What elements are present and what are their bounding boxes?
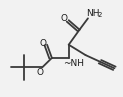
Text: O: O xyxy=(60,14,67,23)
Text: NH: NH xyxy=(86,9,100,18)
Text: O: O xyxy=(40,39,47,48)
Text: O: O xyxy=(36,68,43,77)
Text: ~NH: ~NH xyxy=(63,59,84,68)
Text: 2: 2 xyxy=(98,12,102,18)
